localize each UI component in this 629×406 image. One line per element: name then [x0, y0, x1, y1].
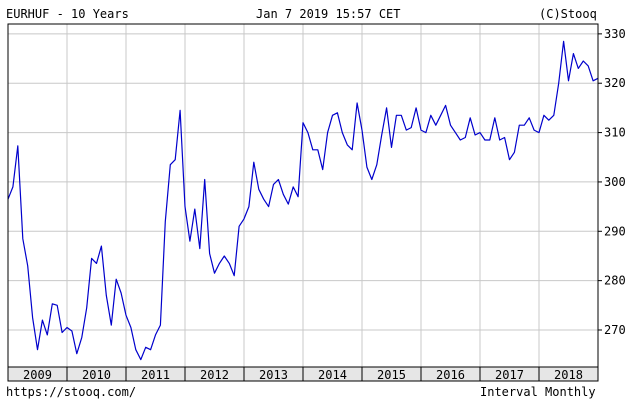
x-tick-label: 2018	[554, 368, 583, 382]
y-tick-label: 330	[604, 27, 626, 41]
chart-title: EURHUF - 10 Years	[6, 7, 129, 21]
source-url: https://stooq.com/	[6, 385, 136, 399]
chart-datetime: Jan 7 2019 15:57 CET	[256, 7, 401, 21]
y-tick-label: 300	[604, 175, 626, 189]
x-tick-label: 2009	[23, 368, 52, 382]
series-line	[7, 40, 599, 361]
y-tick-label: 320	[604, 76, 626, 90]
y-tick-label: 290	[604, 224, 626, 238]
x-tick-label: 2011	[141, 368, 170, 382]
x-tick-label: 2012	[200, 368, 229, 382]
x-tick-label: 2017	[495, 368, 524, 382]
x-tick-label: 2016	[436, 368, 465, 382]
x-tick-label: 2015	[377, 368, 406, 382]
grid	[7, 24, 598, 367]
x-tick-label: 2010	[82, 368, 111, 382]
x-tick-label: 2013	[259, 368, 288, 382]
y-tick-label: 280	[604, 274, 626, 288]
copyright-label: (C)Stooq	[539, 7, 597, 21]
x-tick-label: 2014	[318, 368, 347, 382]
y-tick-label: 270	[604, 323, 626, 337]
plot-frame	[7, 23, 599, 368]
y-tick-label: 310	[604, 126, 626, 140]
interval-label: Interval Monthly	[480, 385, 596, 399]
series-layer	[7, 40, 599, 361]
axis-layer: 270 280 290 300 310 320 330 2009 2010 2011 2012 201…	[7, 23, 626, 382]
